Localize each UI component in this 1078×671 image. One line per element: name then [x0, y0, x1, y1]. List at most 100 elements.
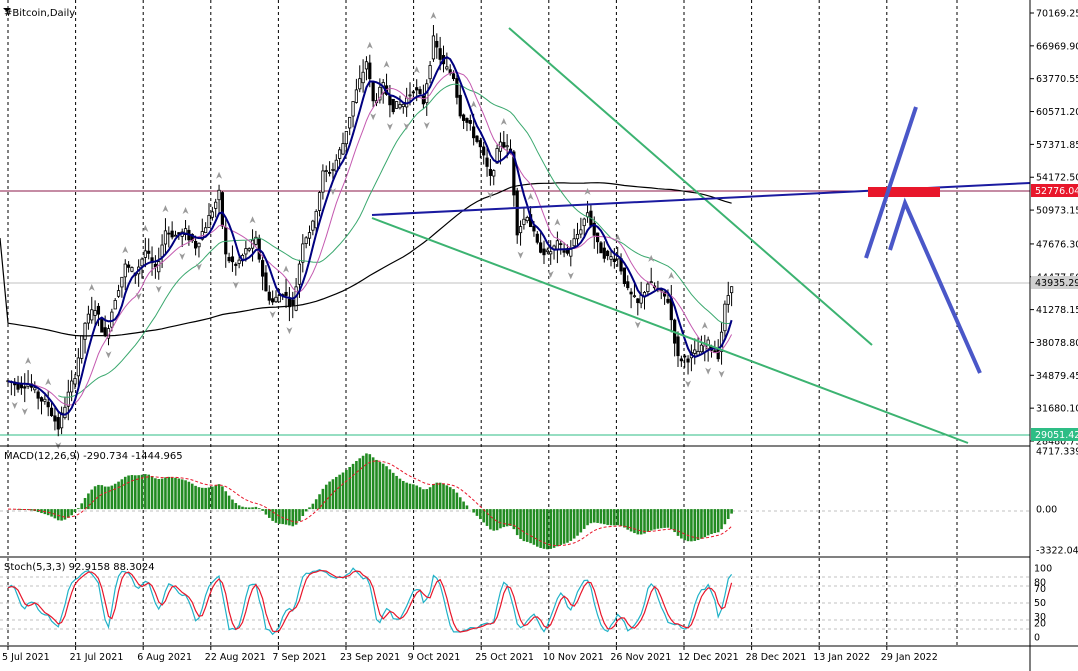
macd-bar [147, 474, 150, 510]
macd-bar [626, 509, 630, 530]
macd-bar [207, 487, 211, 510]
macd-bar [174, 477, 177, 510]
candle-body [234, 263, 238, 266]
macd-bar [167, 476, 171, 510]
chevron-down-icon[interactable] [3, 8, 11, 12]
fractal-up-marker [584, 187, 591, 195]
candle-body [371, 82, 375, 102]
macd-bar [656, 509, 660, 529]
macd-bar [670, 509, 673, 530]
macd-bar [117, 481, 120, 510]
time-axis-ticks: 5 Jul 2021 21 Jul 2021 6 Aug 2021 22 Aug 20… [2, 646, 938, 663]
macd-bar [582, 509, 586, 529]
macd-bar [241, 506, 244, 510]
macd-bar [278, 509, 281, 524]
candle-body [53, 415, 57, 422]
candle-body [730, 286, 734, 294]
candle-body [327, 171, 332, 174]
candle-body [716, 348, 720, 360]
macd-bar [251, 507, 254, 510]
fractal-up-marker [527, 193, 534, 201]
macd-bar [525, 509, 529, 542]
macd-bar [391, 472, 395, 510]
macd-bar [291, 509, 295, 527]
macd-bar [73, 509, 77, 513]
time-tick-label: 22 Aug 2021 [205, 652, 266, 663]
candle-body [291, 299, 295, 306]
candle-body [127, 264, 131, 268]
candle-body [559, 243, 563, 246]
macd-bar [375, 459, 378, 510]
macd-bar [448, 487, 452, 510]
macd-bar [502, 509, 506, 528]
macd-bar [495, 509, 499, 531]
time-tick-label: 5 Jul 2021 [2, 652, 50, 663]
macd-bar [479, 509, 482, 520]
candle-body [80, 335, 84, 359]
candle-body [271, 298, 275, 303]
candle-body [237, 259, 241, 264]
fractal-up-marker [648, 254, 655, 262]
macd-bar [576, 509, 579, 536]
macd-bar [515, 509, 519, 536]
macd-bar [445, 485, 449, 510]
macd-bar [56, 509, 60, 521]
macd-bar [412, 484, 415, 510]
macd-bar [93, 486, 97, 510]
macd-panel [0, 453, 1030, 550]
candle-body [143, 250, 147, 258]
candle-body [56, 417, 60, 430]
macd-bar [673, 509, 676, 533]
candle-body [83, 322, 87, 340]
macd-bar [234, 503, 238, 510]
fractal-up-marker [122, 246, 129, 254]
price-tick-label: 70169.25 [1036, 9, 1078, 20]
candle-body [391, 98, 395, 113]
macd-bar [462, 501, 465, 510]
candle-body [167, 232, 171, 235]
candle-body [488, 168, 493, 176]
fractal-down-marker [105, 351, 112, 359]
candle-body [358, 78, 362, 90]
price-tick-label: 50973.15 [1036, 206, 1078, 217]
macd-bar [726, 509, 730, 520]
candle-body [254, 236, 258, 245]
macd-signal-line [8, 460, 732, 547]
fractal-down-marker [329, 188, 336, 196]
macd-bar [616, 509, 619, 526]
stoch-tick-label: 80 [1034, 577, 1046, 588]
macd-bar [264, 509, 268, 515]
ma-short-pink-line [7, 71, 733, 406]
macd-bar [268, 509, 271, 518]
price-tick-label: 28480.75 [1036, 437, 1078, 448]
price-tick-label: 31680.10 [1036, 404, 1078, 415]
macd-bar [428, 487, 432, 510]
macd-bar [127, 475, 130, 510]
macd-bar [100, 485, 104, 510]
macd-bar [532, 509, 536, 545]
candle-body [116, 290, 121, 297]
candle-body [461, 114, 466, 121]
price-tick-label: 54172.50 [1036, 173, 1078, 184]
macd-bar [324, 484, 328, 510]
candle-body [297, 263, 302, 285]
macd-bar [539, 509, 542, 548]
time-tick-label: 10 Nov 2021 [543, 652, 604, 663]
candle-body [210, 211, 214, 218]
candle-body [46, 401, 50, 408]
macd-bar [663, 509, 666, 528]
fractal-up-marker [366, 41, 373, 49]
candle-body [317, 192, 322, 211]
fractal-down-marker [155, 285, 162, 293]
candle-body [63, 406, 67, 419]
stoch-tick-label: 50 [1034, 598, 1046, 609]
current-price-label: 43935.29 [1035, 278, 1078, 289]
macd-bar [140, 474, 144, 510]
candle-body [19, 383, 24, 389]
candle-body [532, 225, 536, 232]
candle-body [284, 291, 288, 296]
macd-bar [509, 509, 512, 526]
candle-body [86, 313, 90, 324]
